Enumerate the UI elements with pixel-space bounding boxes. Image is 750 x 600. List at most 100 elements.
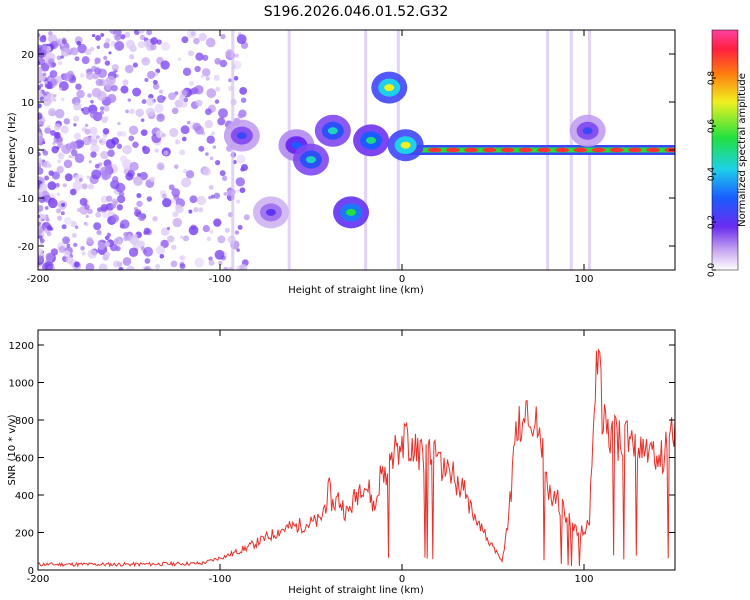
noise-speckle (129, 161, 139, 171)
noise-speckle (38, 85, 41, 91)
noise-speckle (182, 235, 190, 242)
noise-speckle (132, 243, 138, 249)
noise-speckle (168, 92, 176, 101)
noise-speckle (72, 181, 83, 191)
noise-speckle (170, 260, 178, 268)
noise-speckle (132, 141, 139, 149)
signal-blob-core (366, 136, 377, 144)
noise-speckle (128, 247, 139, 257)
noise-speckle (209, 156, 214, 161)
noise-speckle (193, 37, 200, 45)
noise-speckle (49, 129, 56, 136)
noise-speckle (48, 170, 54, 176)
noise-speckle (109, 243, 118, 252)
noise-speckle (191, 87, 199, 95)
noise-speckle (198, 145, 205, 152)
noise-speckle (228, 78, 232, 83)
noise-speckle (193, 207, 199, 213)
tone-peak (445, 147, 460, 153)
noise-speckle (79, 178, 83, 182)
noise-speckle (125, 172, 134, 181)
noise-speckle (49, 70, 58, 78)
noise-speckle (117, 121, 121, 126)
noise-speckle (120, 131, 127, 137)
snr-ylabel: SNR (10 * v/v) (7, 414, 18, 485)
noise-speckle (51, 62, 57, 68)
noise-speckle (144, 258, 151, 264)
signal-blob-core (346, 208, 357, 216)
spectrogram-xtick-label: -100 (209, 274, 232, 285)
snr-ytick-label: 1200 (9, 341, 34, 352)
noise-speckle (120, 219, 130, 229)
noise-speckle (38, 132, 42, 137)
noise-speckle (220, 33, 226, 40)
snr-ytick-label: 1000 (9, 379, 34, 390)
noise-speckle (194, 125, 204, 135)
noise-speckle (195, 99, 203, 107)
noise-speckle (129, 54, 135, 60)
noise-speckle (219, 59, 228, 68)
noise-speckle (42, 96, 52, 107)
noise-speckle (38, 267, 42, 270)
noise-speckle (76, 207, 81, 212)
noise-speckle (124, 64, 134, 74)
noise-speckle (81, 183, 88, 190)
noise-speckle (136, 193, 142, 199)
noise-speckle (139, 34, 146, 41)
noise-speckle (61, 144, 72, 155)
noise-speckle (180, 125, 190, 135)
noise-speckle (107, 210, 112, 215)
noise-speckle (137, 213, 146, 222)
noise-speckle (87, 183, 94, 190)
signal-blob-core (582, 127, 593, 135)
noise-speckle (89, 110, 99, 119)
noise-speckle (62, 72, 72, 82)
noise-speckle (143, 58, 148, 63)
noise-speckle (76, 40, 82, 46)
noise-speckle (63, 250, 71, 258)
noise-speckle (218, 260, 223, 266)
snr-xtick-label: 100 (574, 574, 593, 585)
noise-speckle (205, 152, 209, 156)
spectrogram-ytick-label: -10 (18, 194, 34, 205)
noise-speckle (71, 233, 77, 238)
noise-speckle (103, 105, 110, 112)
noise-speckle (74, 153, 85, 163)
noise-speckle (174, 139, 181, 145)
noise-speckle (38, 60, 41, 66)
tone-peak (627, 147, 642, 153)
noise-speckle (64, 173, 73, 182)
noise-speckle (128, 125, 139, 135)
noise-speckle (161, 41, 170, 51)
noise-speckle (56, 165, 64, 174)
noise-speckle (84, 123, 89, 128)
tone-peak (518, 147, 533, 153)
noise-speckle (106, 232, 112, 238)
noise-speckle (126, 265, 135, 270)
noise-speckle (208, 184, 214, 190)
noise-speckle (187, 50, 195, 57)
noise-speckle (129, 235, 139, 245)
noise-speckle (69, 188, 77, 196)
noise-speckle (104, 241, 111, 247)
noise-speckle (73, 115, 80, 122)
noise-speckle (143, 227, 151, 235)
noise-speckle (214, 99, 220, 104)
noise-speckle (154, 148, 159, 153)
noise-speckle (236, 248, 240, 252)
noise-speckle (111, 63, 119, 72)
noise-speckle (147, 70, 156, 79)
noise-speckle (120, 155, 128, 163)
noise-speckle (152, 79, 158, 85)
noise-speckle (82, 136, 92, 146)
noise-speckle (91, 169, 102, 180)
noise-speckle (140, 118, 145, 122)
spectral-streak (231, 30, 235, 270)
noise-speckle (97, 241, 106, 250)
noise-speckle (87, 249, 97, 259)
noise-speckle (38, 167, 44, 175)
noise-speckle (239, 263, 248, 270)
noise-speckle (87, 93, 92, 98)
noise-speckle (86, 236, 94, 244)
